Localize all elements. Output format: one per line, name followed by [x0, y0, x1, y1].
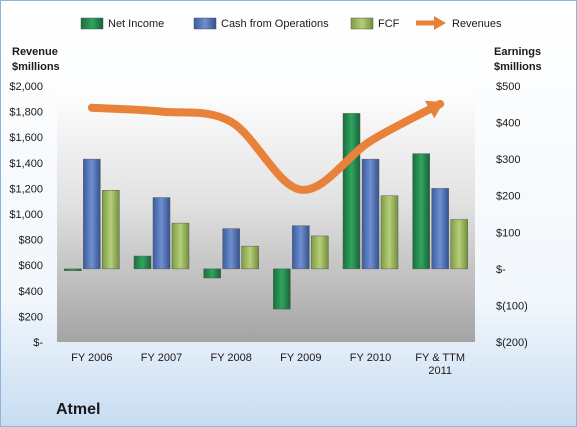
right-tick-label: $400: [496, 118, 520, 130]
category-label: FY 2008: [210, 352, 251, 364]
category-label: FY 2009: [280, 352, 321, 364]
legend-swatch: [80, 17, 104, 30]
left-tick-label: $600: [19, 260, 43, 272]
category-label: FY 2006: [71, 352, 112, 364]
legend-swatch: [350, 17, 374, 30]
right-axis-label-line1: Earnings: [494, 46, 541, 58]
bar-fcf: [171, 222, 190, 270]
right-tick-label: $100: [496, 227, 520, 239]
bar-cash-from-operations: [292, 225, 310, 270]
right-tick-label: $500: [496, 81, 520, 93]
bar-cash-from-operations: [83, 158, 101, 270]
right-tick-label: $200: [496, 191, 520, 203]
bar-fcf: [241, 245, 259, 270]
revenues-line: [87, 99, 445, 194]
category-label: FY 2007: [141, 352, 182, 364]
bar-net-income: [412, 153, 430, 270]
left-tick-label: $1,400: [9, 158, 43, 170]
left-tick-label: $800: [19, 235, 43, 247]
left-axis-label-line1: Revenue: [12, 46, 58, 58]
revenues-arrowhead: [424, 100, 444, 119]
bar-fcf: [311, 235, 329, 270]
right-axis: $(200) $(100) $- $100 $200 $300 $400 $500: [496, 81, 528, 349]
bar-net-income: [273, 268, 291, 310]
revenues-curve: [87, 99, 445, 194]
bar-fcf: [380, 195, 399, 270]
bar-cash-from-operations: [361, 158, 380, 270]
right-tick-label: $-: [496, 264, 506, 276]
left-tick-label: $1,800: [9, 107, 43, 119]
left-tick-label: $400: [19, 286, 43, 298]
category-axis: FY 2006 FY 2007 FY 2008 FY 2009 FY 2010 FY & …: [71, 352, 465, 377]
left-tick-label: $1,000: [9, 209, 43, 221]
legend-swatch: [193, 17, 217, 30]
legend-arrow-icon: [434, 16, 446, 30]
bar-net-income: [64, 268, 82, 271]
bar-cash-from-operations: [222, 228, 240, 270]
left-axis: $- $200 $400 $600 $800 $1,000 $1,200 $1,400 $1,6…: [9, 81, 43, 349]
left-tick-label: $1,600: [9, 132, 43, 144]
chart-title: Atmel: [56, 401, 100, 418]
category-label: 2011: [428, 365, 452, 377]
bar-cash-from-operations: [431, 188, 449, 270]
plot-area: [57, 86, 475, 342]
legend: Net Income Cash from Operations FCF Revenue…: [80, 16, 502, 30]
bar-fcf: [450, 219, 468, 270]
right-tick-label: $(100): [496, 300, 528, 312]
left-axis-label-line2: $millions: [12, 61, 60, 73]
legend-label: Revenues: [452, 18, 502, 30]
legend-label: FCF: [378, 18, 400, 30]
legend-label: Net Income: [108, 18, 164, 30]
bar-fcf: [102, 189, 120, 270]
category-label: FY 2010: [350, 352, 391, 364]
left-tick-label: $200: [19, 311, 43, 323]
bar-net-income: [133, 255, 152, 270]
bars: [64, 113, 468, 310]
left-tick-label: $2,000: [9, 81, 43, 93]
right-tick-label: $(200): [496, 337, 528, 349]
legend-label: Cash from Operations: [221, 18, 329, 30]
left-tick-label: $1,200: [9, 183, 43, 195]
left-tick-label: $-: [33, 337, 43, 349]
bar-net-income: [342, 113, 361, 270]
bar-cash-from-operations: [152, 197, 171, 270]
right-tick-label: $300: [496, 154, 520, 166]
right-axis-label-line2: $millions: [494, 61, 542, 73]
category-label: FY & TTM: [415, 352, 465, 364]
bar-net-income: [203, 268, 221, 279]
